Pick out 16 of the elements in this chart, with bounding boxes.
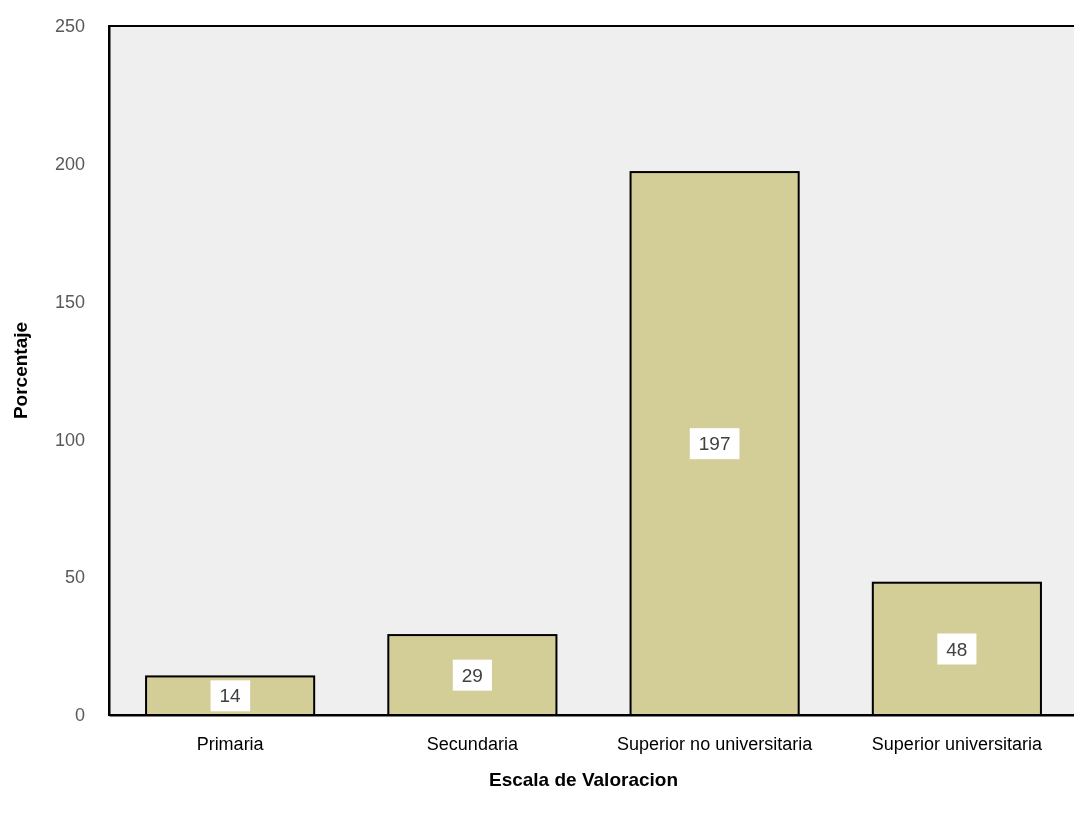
data-label: 29 (461, 664, 483, 686)
x-tick-label: Secundaria (426, 733, 519, 754)
x-tick-label: Superior universitaria (871, 733, 1043, 754)
y-tick-label: 100 (54, 429, 85, 450)
data-label: 14 (219, 685, 242, 707)
x-axis-title: Escala de Valoracion (488, 769, 679, 790)
y-tick-label: 50 (64, 567, 85, 588)
y-tick-label: 200 (54, 154, 85, 175)
x-tick-label: Primaria (196, 733, 265, 754)
data-label: 197 (698, 433, 731, 455)
y-tick-label: 250 (54, 16, 85, 37)
data-label: 48 (946, 638, 968, 660)
x-tick-label: Superior no universitaria (617, 733, 814, 754)
y-tick-label: 150 (54, 291, 85, 312)
y-axis-title: Porcentaje (10, 321, 31, 420)
y-tick-label: 0 (74, 705, 85, 726)
